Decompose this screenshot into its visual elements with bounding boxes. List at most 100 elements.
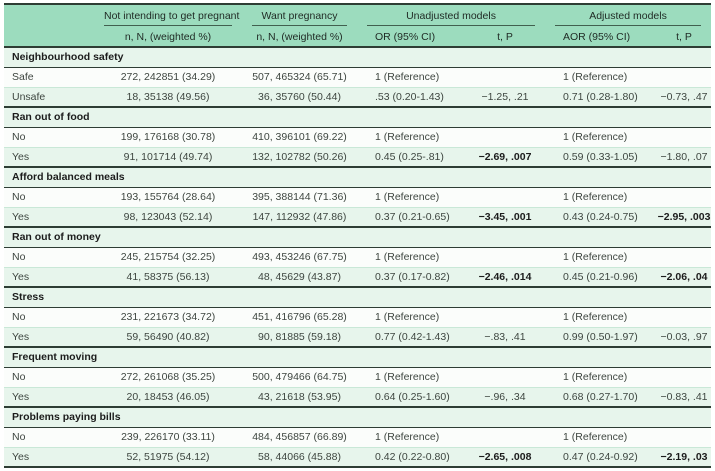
- want-pregnancy-cell: 36, 35760 (50.44): [242, 87, 357, 107]
- not-intending-cell: 231, 221673 (34.72): [94, 307, 242, 328]
- aor-ci-cell: 0.59 (0.33-1.05): [545, 147, 658, 167]
- row-label: Yes: [4, 387, 94, 407]
- data-row: Safe 272, 242851 (34.29) 507, 465324 (65.7…: [4, 67, 712, 88]
- aor-t-p-cell: −0.83, .41: [657, 387, 712, 407]
- aor-t-p-cell: [657, 307, 712, 328]
- section-row: Problems paying bills: [4, 406, 712, 428]
- t-p-cell: −3.45, .001: [465, 207, 546, 227]
- aor-ci-cell: 1 (Reference): [545, 367, 658, 388]
- aor-t-p-cell: [657, 247, 712, 268]
- aor-ci-cell: 0.45 (0.21-0.96): [545, 267, 658, 287]
- data-row: Yes 52, 51975 (54.12) 58, 44066 (45.88) 0.4…: [4, 447, 712, 467]
- section-title: Afford balanced meals: [4, 166, 712, 188]
- aor-ci-cell: 0.99 (0.50-1.97): [545, 327, 658, 347]
- not-intending-cell: 91, 101714 (49.74): [94, 147, 242, 167]
- data-row: Yes 41, 58375 (56.13) 48, 45629 (43.87) 0.3…: [4, 267, 712, 287]
- t-p-cell: [465, 307, 546, 328]
- want-pregnancy-cell: 500, 479466 (64.75): [242, 367, 357, 388]
- data-row: No 272, 261068 (35.25) 500, 479466 (64.75)…: [4, 367, 712, 388]
- t-p-cell: [465, 127, 546, 148]
- table-header: Not intending to get pregnant Want pregn…: [4, 4, 712, 48]
- t-p-cell: −.83, .41: [465, 327, 546, 347]
- aor-t-p-cell: −0.03, .97: [657, 327, 712, 347]
- row-label: No: [4, 427, 94, 448]
- section-title: Stress: [4, 286, 712, 308]
- data-row: Yes 91, 101714 (49.74) 132, 102782 (50.26)…: [4, 147, 712, 167]
- col-group-unadjusted-models: Unadjusted models: [357, 4, 546, 27]
- want-pregnancy-cell: 48, 45629 (43.87): [242, 267, 357, 287]
- or-ci-cell: 1 (Reference): [357, 127, 465, 148]
- subheader-or-ci: OR (95% CI): [357, 27, 465, 48]
- not-intending-cell: 59, 56490 (40.82): [94, 327, 242, 347]
- not-intending-cell: 199, 176168 (30.78): [94, 127, 242, 148]
- section-row: Afford balanced meals: [4, 166, 712, 188]
- t-p-cell: −1.25, .21: [465, 87, 546, 107]
- not-intending-cell: 18, 35138 (49.56): [94, 87, 242, 107]
- aor-t-p-cell: −2.06, .04: [657, 267, 712, 287]
- or-ci-cell: 0.37 (0.21-0.65): [357, 207, 465, 227]
- data-row: No 245, 215754 (32.25) 493, 453246 (67.75)…: [4, 247, 712, 268]
- or-ci-cell: 1 (Reference): [357, 247, 465, 268]
- section-row: Ran out of food: [4, 106, 712, 128]
- data-row: No 193, 155764 (28.64) 395, 388144 (71.36)…: [4, 187, 712, 208]
- data-row: Yes 98, 123043 (52.14) 147, 112932 (47.86)…: [4, 207, 712, 227]
- not-intending-cell: 41, 58375 (56.13): [94, 267, 242, 287]
- aor-t-p-cell: −2.95, .003: [657, 207, 712, 227]
- row-label: Safe: [4, 67, 94, 88]
- col-group-want-pregnancy-label: Want pregnancy: [252, 9, 347, 26]
- data-row: Yes 20, 18453 (46.05) 43, 21618 (53.95) 0.6…: [4, 387, 712, 407]
- subheader-t-p-unadjusted: t, P: [465, 27, 546, 48]
- section-title: Ran out of food: [4, 106, 712, 128]
- section-row: Stress: [4, 286, 712, 308]
- header-sub-row: n, N, (weighted %) n, N, (weighted %) OR…: [4, 27, 712, 48]
- aor-ci-cell: 0.71 (0.28-1.80): [545, 87, 658, 107]
- section-title: Neighbourhood safety: [4, 46, 712, 68]
- section-row: Ran out of money: [4, 226, 712, 248]
- section-title: Ran out of money: [4, 226, 712, 248]
- or-ci-cell: 1 (Reference): [357, 307, 465, 328]
- want-pregnancy-cell: 43, 21618 (53.95): [242, 387, 357, 407]
- row-label: No: [4, 307, 94, 328]
- aor-ci-cell: 1 (Reference): [545, 427, 658, 448]
- or-ci-cell: 1 (Reference): [357, 67, 465, 88]
- data-row: No 199, 176168 (30.78) 410, 396101 (69.22)…: [4, 127, 712, 148]
- aor-ci-cell: 1 (Reference): [545, 127, 658, 148]
- not-intending-cell: 193, 155764 (28.64): [94, 187, 242, 208]
- table-body: Neighbourhood safety Safe 272, 242851 (34.…: [4, 46, 712, 467]
- section-row: Frequent moving: [4, 346, 712, 368]
- t-p-cell: −2.65, .008: [465, 447, 546, 467]
- want-pregnancy-cell: 147, 112932 (47.86): [242, 207, 357, 227]
- or-ci-cell: 0.64 (0.25-1.60): [357, 387, 465, 407]
- row-label: No: [4, 187, 94, 208]
- not-intending-cell: 20, 18453 (46.05): [94, 387, 242, 407]
- not-intending-cell: 245, 215754 (32.25): [94, 247, 242, 268]
- or-ci-cell: 1 (Reference): [357, 427, 465, 448]
- aor-t-p-cell: −1.80, .07: [657, 147, 712, 167]
- aor-t-p-cell: −0.73, .47: [657, 87, 712, 107]
- header-corner-cell: [4, 4, 94, 48]
- not-intending-cell: 272, 261068 (35.25): [94, 367, 242, 388]
- t-p-cell: [465, 427, 546, 448]
- t-p-cell: [465, 187, 546, 208]
- t-p-cell: −2.46, .014: [465, 267, 546, 287]
- col-group-adjusted-models: Adjusted models: [545, 4, 712, 27]
- aor-ci-cell: 1 (Reference): [545, 187, 658, 208]
- section-title: Problems paying bills: [4, 406, 712, 428]
- aor-ci-cell: 1 (Reference): [545, 67, 658, 88]
- aor-t-p-cell: −2.19, .03: [657, 447, 712, 467]
- want-pregnancy-cell: 493, 453246 (67.75): [242, 247, 357, 268]
- or-ci-cell: 0.37 (0.17-0.82): [357, 267, 465, 287]
- t-p-cell: −.96, .34: [465, 387, 546, 407]
- row-label: Yes: [4, 147, 94, 167]
- t-p-cell: [465, 67, 546, 88]
- col-group-want-pregnancy: Want pregnancy: [242, 4, 357, 27]
- row-label: Yes: [4, 447, 94, 467]
- regression-results-table: Not intending to get pregnant Want pregn…: [4, 3, 712, 468]
- subheader-t-p-adjusted: t, P: [657, 27, 712, 48]
- want-pregnancy-cell: 507, 465324 (65.71): [242, 67, 357, 88]
- want-pregnancy-cell: 395, 388144 (71.36): [242, 187, 357, 208]
- aor-t-p-cell: [657, 187, 712, 208]
- row-label: No: [4, 127, 94, 148]
- not-intending-cell: 98, 123043 (52.14): [94, 207, 242, 227]
- header-group-row: Not intending to get pregnant Want pregn…: [4, 4, 712, 48]
